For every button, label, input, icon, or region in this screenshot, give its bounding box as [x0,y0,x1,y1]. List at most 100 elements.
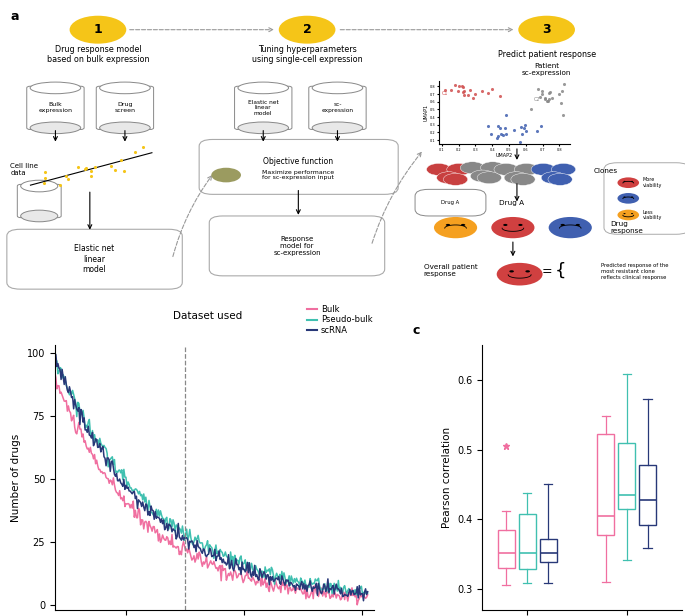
Legend: Bulk, Pseudo-bulk, scRNA: Bulk, Pseudo-bulk, scRNA [304,301,376,338]
Bulk [236,570,244,578]
Circle shape [279,16,336,44]
Circle shape [623,213,625,214]
Pseudo-bulk [242,567,251,574]
Ellipse shape [30,122,81,134]
Circle shape [617,177,639,188]
Text: Overall patient
response: Overall patient response [424,264,477,277]
Text: Patient
sc-expression: Patient sc-expression [522,63,571,76]
Circle shape [560,224,565,226]
Circle shape [514,163,538,176]
Circle shape [497,263,543,285]
FancyBboxPatch shape [7,139,182,196]
Circle shape [471,170,495,182]
FancyBboxPatch shape [27,86,84,129]
scRNA [315,585,323,593]
Pseudo-bulk [334,577,342,584]
Text: Less
viability: Less viability [643,209,662,221]
scRNA [360,597,368,604]
scRNA [238,558,246,565]
Line: scRNA: scRNA [55,354,368,601]
Text: Drug response model
based on bulk expression: Drug response model based on bulk expres… [47,45,149,64]
Text: Predicted response of the
most resistant clone
reflects clinical response: Predicted response of the most resistant… [601,263,668,280]
scRNA [335,586,343,594]
Text: 3: 3 [543,23,551,36]
Circle shape [511,173,535,185]
Bulk [52,374,60,381]
Circle shape [617,209,639,221]
Text: a: a [10,10,18,23]
Circle shape [541,172,566,184]
FancyBboxPatch shape [97,86,153,129]
Bulk [364,591,372,599]
Circle shape [491,217,534,238]
Circle shape [504,172,528,184]
FancyBboxPatch shape [604,163,685,234]
Text: Clones: Clones [594,168,618,174]
Text: c: c [412,324,420,337]
PathPatch shape [498,530,514,568]
Bulk [353,601,361,609]
Pseudo-bulk [236,554,244,561]
FancyBboxPatch shape [415,189,486,216]
Text: Elastic net
linear
model: Elastic net linear model [75,245,114,274]
Text: {: { [554,262,566,280]
Circle shape [549,217,592,238]
Circle shape [434,217,477,238]
Ellipse shape [312,122,363,134]
scRNA [243,559,251,566]
Pseudo-bulk [237,553,245,560]
Circle shape [477,172,501,184]
Text: Drug
screen: Drug screen [114,102,136,113]
Text: Elastic net
linear
model: Elastic net linear model [248,100,279,116]
FancyBboxPatch shape [17,184,61,217]
scRNA [237,571,245,578]
Circle shape [494,163,519,176]
Circle shape [447,163,471,176]
Line: Bulk: Bulk [55,373,368,605]
Text: Cell line
data: Cell line data [10,163,38,176]
Ellipse shape [99,82,150,94]
Pseudo-bulk [51,351,59,358]
Circle shape [631,213,633,214]
Text: Drug A: Drug A [441,200,459,205]
Circle shape [575,224,580,226]
Line: Pseudo-bulk: Pseudo-bulk [55,354,368,596]
Pseudo-bulk [52,355,60,363]
PathPatch shape [639,465,656,525]
Circle shape [480,162,505,174]
Text: Dataset used: Dataset used [173,310,242,320]
Ellipse shape [312,82,363,94]
Bulk [51,369,59,376]
Ellipse shape [99,122,150,134]
Ellipse shape [238,82,288,94]
Circle shape [519,16,575,44]
Circle shape [436,172,461,184]
Bulk [237,569,245,577]
Ellipse shape [30,82,81,94]
Text: Objective function: Objective function [263,156,334,166]
Circle shape [525,270,530,272]
Bulk [314,593,323,600]
Text: Tuning hyperparameters
using single-cell expression: Tuning hyperparameters using single-cell… [252,45,362,64]
Text: Drug
response: Drug response [611,221,644,234]
FancyBboxPatch shape [209,216,385,276]
Text: More
viability: More viability [643,177,662,188]
Circle shape [531,163,556,176]
scRNA [364,588,372,596]
Circle shape [427,163,451,176]
PathPatch shape [597,434,614,535]
PathPatch shape [619,442,635,509]
Bulk [242,572,251,579]
Y-axis label: Pearson correlation: Pearson correlation [442,427,451,528]
scRNA [51,359,59,366]
Circle shape [617,193,639,204]
Bulk [334,591,342,599]
scRNA [53,363,61,370]
Text: Drug A: Drug A [499,200,525,206]
Text: Bulk
expression: Bulk expression [38,102,73,113]
Ellipse shape [21,180,58,192]
Circle shape [461,224,465,226]
Text: 1: 1 [94,23,102,36]
Circle shape [460,162,484,174]
Text: sc-
expression: sc- expression [321,102,353,113]
